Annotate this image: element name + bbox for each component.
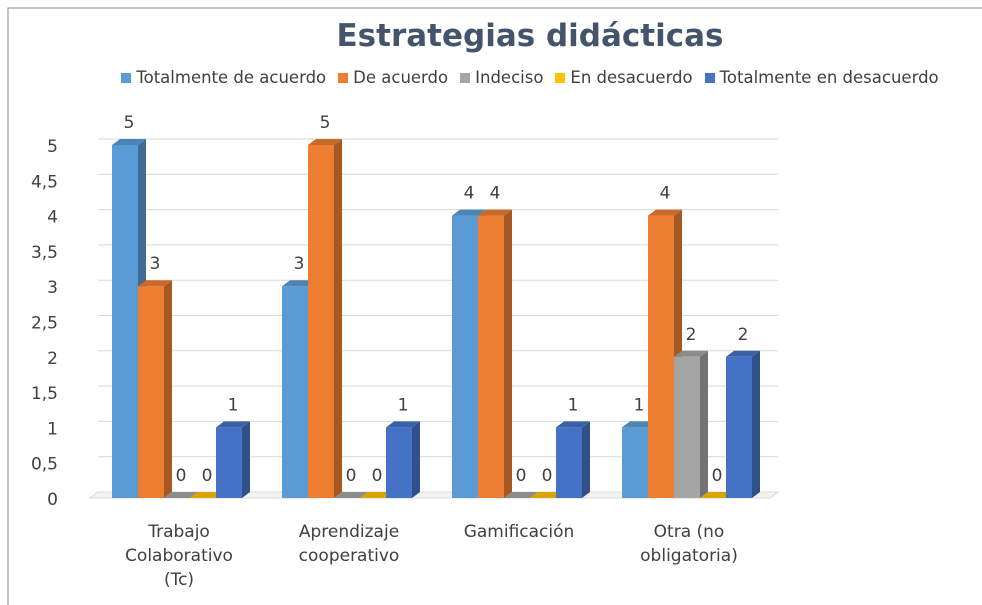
bar <box>308 145 334 498</box>
data-label: 1 <box>634 395 645 415</box>
bar-top <box>112 139 146 145</box>
bar-side <box>752 350 760 498</box>
data-label: 1 <box>228 395 239 415</box>
legend-label: Indeciso <box>475 68 544 87</box>
x-tick-label: Trabajo Colaborativo (Tc) <box>125 522 233 590</box>
x-tick-label: Gamificación <box>463 522 575 542</box>
data-label: 0 <box>712 466 723 486</box>
bar-top <box>530 492 564 498</box>
bar-top <box>386 421 420 428</box>
legend: Totalmente de acuerdo De acuerdo Indeciso E… <box>60 68 982 87</box>
bar <box>556 427 582 498</box>
data-label: 2 <box>686 325 697 345</box>
bar <box>726 356 752 498</box>
data-label: 5 <box>320 113 331 133</box>
data-label: 4 <box>464 184 475 204</box>
data-label: 4 <box>490 184 501 204</box>
data-label: 0 <box>346 466 357 486</box>
legend-label: De acuerdo <box>353 68 449 87</box>
bar <box>674 356 700 498</box>
bar-top <box>556 421 590 428</box>
bar-top <box>190 492 224 498</box>
bar-top <box>674 350 708 357</box>
bar <box>648 215 674 498</box>
bar-top <box>164 492 198 498</box>
legend-swatch <box>338 72 349 83</box>
bar <box>216 427 242 498</box>
bar-top <box>700 492 734 498</box>
y-tick-label: 3,5 <box>31 243 58 263</box>
bar <box>386 427 412 498</box>
data-label: 1 <box>568 395 579 415</box>
y-tick-label: 1 <box>47 419 58 439</box>
bar-side <box>164 280 172 498</box>
y-tick-label: 4,5 <box>31 172 58 192</box>
bar-top <box>216 421 250 428</box>
bar-top <box>648 209 682 216</box>
bar-side <box>504 209 512 498</box>
legend-item: En desacuerdo <box>555 68 693 87</box>
y-tick-label: 0 <box>47 490 58 510</box>
bar-top <box>478 209 512 216</box>
y-tick-label: 2 <box>47 349 58 369</box>
bar <box>282 286 308 498</box>
data-label: 4 <box>660 184 671 204</box>
y-tick-label: 1,5 <box>31 384 58 404</box>
bar-top <box>282 280 316 287</box>
data-label: 5 <box>124 113 135 133</box>
data-label: 3 <box>294 254 305 274</box>
bar-side <box>700 350 708 498</box>
legend-item: De acuerdo <box>338 68 448 87</box>
bar-top <box>504 492 538 498</box>
legend-label: Totalmente de acuerdo <box>136 68 327 87</box>
data-label: 3 <box>150 254 161 274</box>
bar-side <box>582 421 590 498</box>
y-tick-label: 4 <box>47 208 58 228</box>
bar-top <box>452 209 486 216</box>
bar-side <box>412 421 420 498</box>
legend-label: En desacuerdo <box>570 68 693 87</box>
chart-frame <box>7 7 982 605</box>
legend-label: Totalmente en desacuerdo <box>719 68 939 87</box>
bar-side <box>242 421 250 498</box>
legend-swatch <box>460 72 471 83</box>
legend-swatch <box>121 72 132 83</box>
data-label: 0 <box>202 466 213 486</box>
bar <box>622 427 648 498</box>
bar <box>112 145 138 498</box>
bar-top <box>308 139 342 145</box>
legend-item: Totalmente en desacuerdo <box>704 68 939 87</box>
bar <box>138 286 164 498</box>
legend-item: Indeciso <box>460 68 543 87</box>
bar <box>452 215 478 498</box>
y-tick-label: 3 <box>47 278 58 298</box>
bar-top <box>138 280 172 287</box>
bar-top <box>622 421 656 428</box>
y-tick-label: 2,5 <box>31 314 58 334</box>
y-tick-label: 0,5 <box>31 455 58 475</box>
legend-swatch <box>555 72 566 83</box>
data-label: 0 <box>372 466 383 486</box>
bar <box>478 215 504 498</box>
legend-swatch <box>704 72 715 83</box>
data-label: 1 <box>398 395 409 415</box>
chart-title: Estrategias didácticas <box>336 18 724 54</box>
data-label: 2 <box>738 325 749 345</box>
bar-top <box>360 492 394 498</box>
x-tick-label: Otra (no obligatoria) <box>640 522 738 566</box>
bar-top <box>334 492 368 498</box>
y-tick-label: 5 <box>47 137 58 157</box>
legend-item: Totalmente de acuerdo <box>121 68 326 87</box>
x-tick-label: Aprendizaje cooperativo <box>298 522 400 566</box>
data-label: 0 <box>516 466 527 486</box>
data-label: 0 <box>176 466 187 486</box>
bar-side <box>334 139 342 498</box>
data-label: 0 <box>542 466 553 486</box>
bar-top <box>726 350 760 357</box>
